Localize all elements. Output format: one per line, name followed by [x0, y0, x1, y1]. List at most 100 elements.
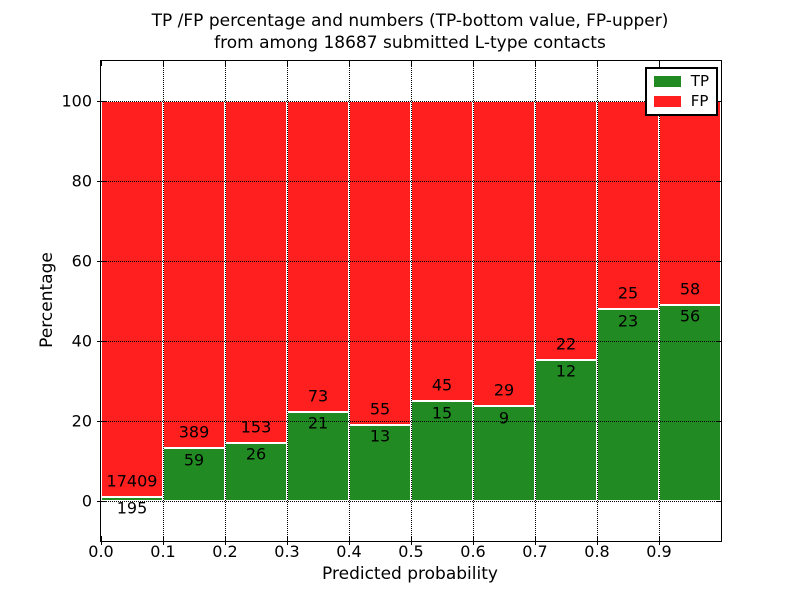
fp-count-label: 389: [178, 422, 210, 442]
gridline-vertical: [535, 61, 536, 541]
x-tick-mark: [101, 61, 102, 66]
tp-count-label: 12: [555, 361, 577, 381]
legend-entry-fp: FP: [653, 92, 709, 110]
chart-title-line1: TP /FP percentage and numbers (TP-bottom…: [151, 11, 669, 31]
y-tick-mark: [97, 101, 101, 102]
x-tick-mark: [659, 61, 660, 66]
fp-count-label: 153: [240, 417, 272, 437]
bar-tp-segment: [101, 496, 163, 501]
x-tick-label: 0.7: [522, 542, 548, 561]
y-tick-mark: [101, 421, 106, 422]
y-tick-mark: [716, 341, 721, 342]
bar-fp-segment: [535, 101, 597, 360]
bar-fp-segment: [101, 101, 163, 497]
fp-count-label: 55: [369, 399, 391, 419]
legend-entry-tp: TP: [653, 72, 709, 90]
y-tick-mark: [97, 341, 101, 342]
y-tick-mark: [716, 181, 721, 182]
bar-fp-segment: [163, 101, 225, 449]
bar-fp-segment: [225, 101, 287, 443]
x-tick-label: 0.4: [336, 542, 362, 561]
fp-count-label: 25: [617, 283, 639, 303]
gridline-vertical: [411, 61, 412, 541]
x-tick-mark: [101, 542, 102, 545]
bar-fp-segment: [287, 101, 349, 412]
bar-tp-segment: [349, 424, 411, 501]
tp-count-label: 9: [498, 408, 510, 428]
chart-title-line2: from among 18687 submitted L-type contac…: [214, 33, 606, 53]
legend: TP FP: [644, 67, 718, 116]
fp-count-label: 22: [555, 334, 577, 354]
gridline-vertical: [225, 61, 226, 541]
gridline-vertical: [287, 61, 288, 541]
y-tick-mark: [97, 181, 101, 182]
bar-tp-segment: [163, 448, 225, 501]
y-tick-label: 0: [81, 491, 92, 511]
y-tick-mark: [97, 421, 101, 422]
x-tick-mark: [411, 542, 412, 545]
y-tick-mark: [97, 501, 101, 502]
tp-count-label: 13: [369, 426, 391, 446]
x-tick-mark: [473, 61, 474, 66]
x-tick-mark: [597, 542, 598, 545]
tp-count-label: 15: [431, 403, 453, 422]
y-tick-label: 60: [71, 251, 92, 271]
y-tick-mark: [97, 261, 101, 262]
bar-tp-segment: [287, 411, 349, 501]
y-tick-mark: [716, 101, 721, 102]
legend-label-tp: TP: [690, 72, 709, 90]
tp-count-label: 21: [307, 413, 329, 433]
y-tick-mark: [716, 261, 721, 262]
y-tick-label: 20: [71, 411, 92, 431]
x-tick-mark: [535, 536, 536, 541]
x-tick-mark: [349, 61, 350, 66]
y-tick-mark: [716, 421, 721, 422]
x-tick-mark: [287, 536, 288, 541]
x-tick-label: 0.2: [212, 542, 238, 561]
tp-count-label: 23: [617, 311, 639, 331]
bar-tp-segment: [535, 359, 597, 501]
x-tick-mark: [101, 536, 102, 541]
fp-count-label: 29: [493, 380, 515, 400]
x-tick-mark: [287, 542, 288, 545]
y-tick-mark: [101, 101, 106, 102]
x-tick-mark: [597, 536, 598, 541]
x-tick-mark: [349, 536, 350, 541]
x-tick-mark: [225, 536, 226, 541]
fp-count-label: 58: [679, 279, 701, 298]
y-tick-mark: [101, 341, 106, 342]
gridline-vertical: [659, 61, 660, 541]
x-tick-mark: [163, 61, 164, 66]
y-axis-label: Percentage: [37, 252, 57, 348]
gridline-vertical: [473, 61, 474, 541]
x-tick-label: 0.6: [460, 542, 486, 561]
x-tick-mark: [163, 542, 164, 545]
fp-count-label: 73: [307, 386, 329, 406]
x-tick-mark: [225, 61, 226, 66]
x-tick-mark: [597, 61, 598, 66]
y-tick-mark: [101, 261, 106, 262]
gridline-vertical: [349, 61, 350, 541]
x-tick-mark: [287, 61, 288, 66]
y-tick-mark: [101, 181, 106, 182]
y-tick-label: 100: [61, 91, 92, 111]
fp-count-label: 17409: [106, 471, 158, 491]
x-tick-mark: [411, 536, 412, 541]
gridline-vertical: [163, 61, 164, 541]
legend-label-fp: FP: [690, 92, 709, 110]
y-tick-label: 40: [71, 331, 92, 351]
x-tick-mark: [473, 542, 474, 545]
x-tick-mark: [659, 542, 660, 545]
bar-fp-segment: [473, 101, 535, 407]
tp-count-label: 59: [183, 450, 205, 470]
bar-tp-segment: [597, 309, 659, 501]
x-tick-label: 0.5: [398, 542, 424, 561]
tp-count-label: 56: [679, 306, 701, 326]
x-tick-label: 0.1: [150, 542, 176, 561]
x-tick-label: 0.8: [584, 542, 610, 561]
x-tick-mark: [535, 61, 536, 66]
legend-swatch-tp-icon: [653, 76, 681, 87]
x-tick-label: 0.9: [646, 542, 672, 561]
y-tick-mark: [716, 501, 721, 502]
x-tick-label: 0.3: [274, 542, 300, 561]
